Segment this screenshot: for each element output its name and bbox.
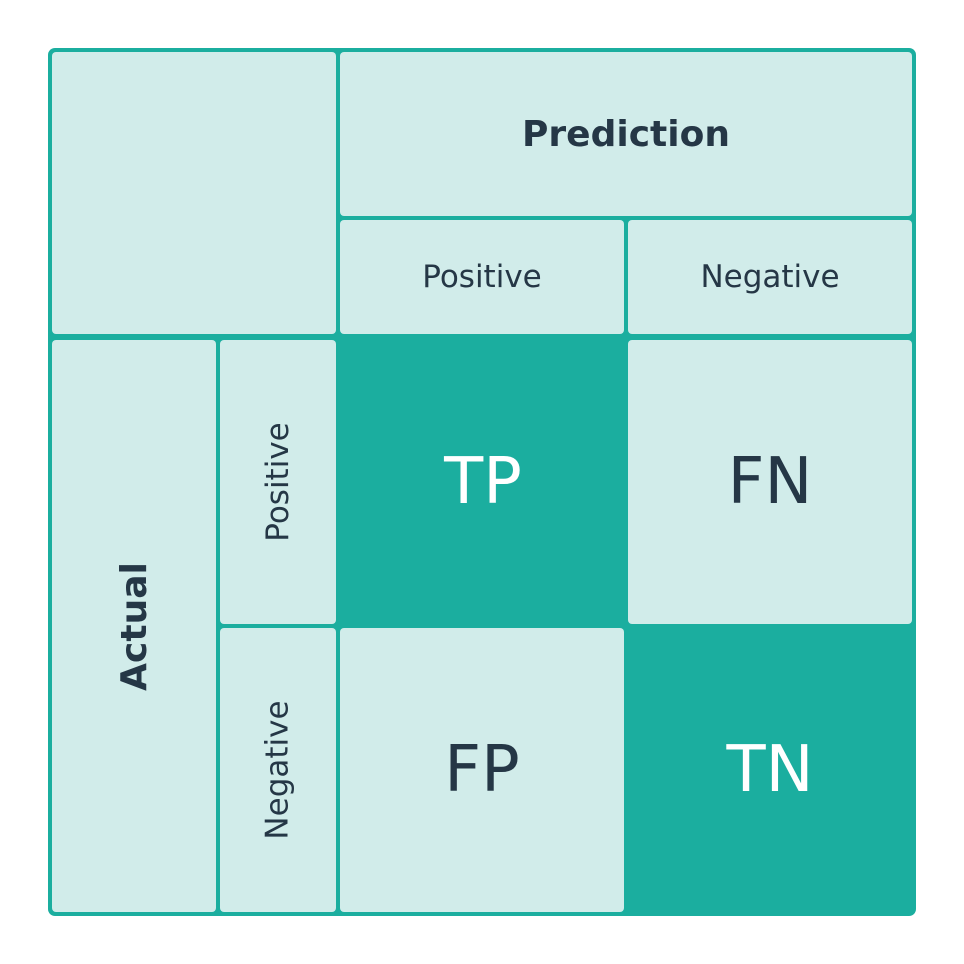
tn-label: TN [726,733,814,807]
fp-label: FP [444,733,520,807]
fn-label: FN [727,445,813,519]
tp-label: TP [444,445,522,519]
actual-negative-header: Negative [220,628,336,912]
prediction-negative-header: Negative [628,220,912,334]
corner-cell [52,52,336,334]
prediction-positive-header: Positive [340,220,624,334]
false-negative-cell: FN [628,340,912,624]
true-negative-cell: TN [626,626,914,914]
actual-title: Actual [113,561,155,691]
actual-positive-header: Positive [220,340,336,624]
prediction-positive-label: Positive [422,259,542,295]
actual-negative-label: Negative [260,700,296,840]
true-positive-cell: TP [340,338,626,626]
prediction-header: Prediction [340,52,912,216]
actual-positive-label: Positive [260,422,297,542]
prediction-title: Prediction [522,113,730,155]
actual-header: Actual [52,340,216,912]
false-positive-cell: FP [340,628,624,912]
confusion-matrix: Prediction Positive Negative Actual Posi… [48,48,916,916]
prediction-negative-label: Negative [700,259,840,295]
